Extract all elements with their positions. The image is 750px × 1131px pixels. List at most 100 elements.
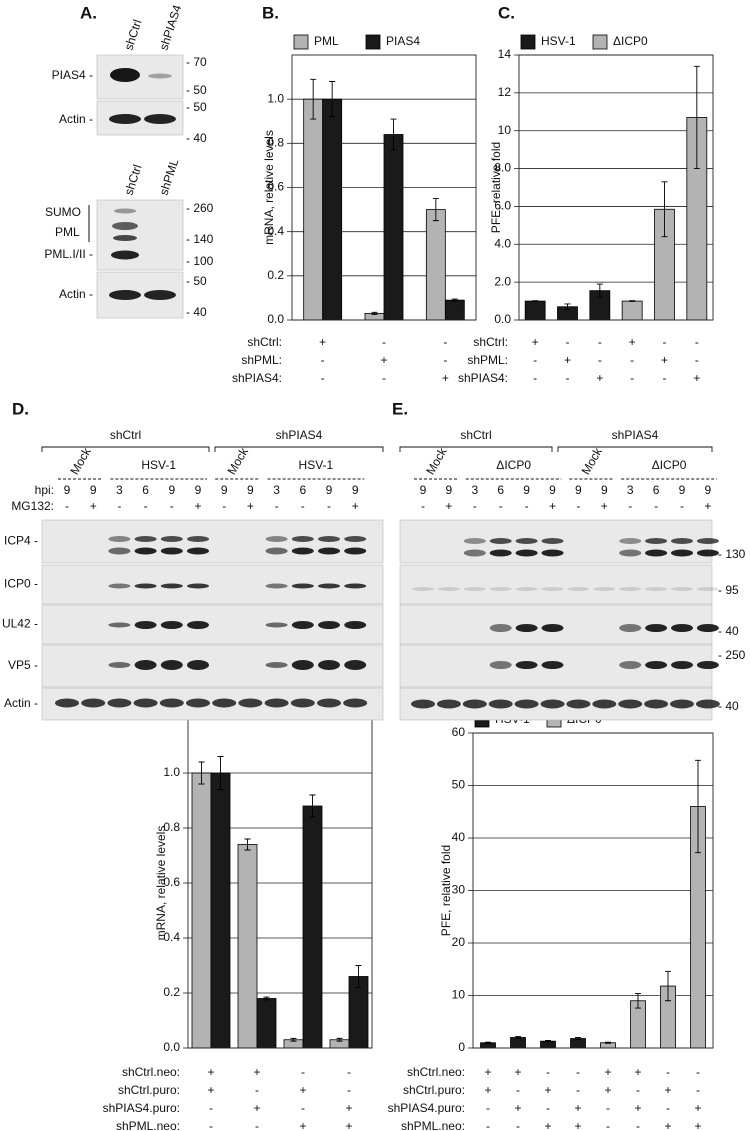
panel-label: E. [392, 399, 408, 418]
panel-label: A. [80, 3, 97, 22]
mg132-sign: + [549, 499, 556, 513]
y-tick-label: 0.0 [494, 312, 511, 326]
hpi-value: 9 [90, 483, 97, 497]
size-marker: - 50 [186, 83, 207, 97]
condition-sign: + [345, 1119, 352, 1131]
blot-band [644, 699, 669, 709]
size-marker: - 250 [718, 648, 746, 662]
error-bar [371, 311, 378, 315]
group-label: shCtrl [460, 428, 491, 442]
mg132-sign: + [90, 499, 97, 513]
condition-sign: - [636, 1083, 640, 1097]
size-marker: - 140 [186, 232, 214, 246]
condition-sign: - [255, 1083, 259, 1097]
bar [621, 300, 643, 321]
blot-band [645, 538, 668, 544]
condition-sign: + [380, 353, 387, 367]
blot-band [133, 698, 158, 708]
blot-band [671, 661, 693, 669]
y-tick-label: 40 [452, 830, 466, 844]
hpi-value: 3 [116, 483, 123, 497]
size-marker: - 260 [186, 201, 214, 215]
blot-band [318, 547, 340, 555]
condition-sign: - [209, 1119, 213, 1131]
condition-sign: + [664, 1083, 671, 1097]
blot-band [671, 587, 693, 591]
blot-band [108, 547, 131, 555]
y-tick-label: 0 [458, 1040, 465, 1054]
blot-band [187, 547, 209, 555]
error-bar [545, 1039, 551, 1043]
blot-band [696, 538, 719, 544]
y-tick-label: 20 [452, 935, 466, 949]
condition-sign: + [319, 335, 326, 349]
condition-sign: - [486, 1101, 490, 1115]
legend-label: ΔICP0 [613, 34, 648, 48]
y-tick-label: 0.6 [163, 875, 180, 889]
condition-sign: - [321, 371, 325, 385]
condition-sign: - [566, 371, 570, 385]
legend-swatch [592, 34, 608, 50]
error-bar [629, 300, 636, 302]
blot-band [463, 538, 486, 544]
mg132-sign: - [327, 499, 331, 513]
error-bar [605, 1041, 611, 1044]
condition-sign: - [606, 1119, 610, 1131]
size-marker: - 50 [186, 274, 207, 288]
size-marker: - 100 [186, 254, 214, 268]
blot-band [619, 661, 642, 669]
blot-band [109, 114, 141, 124]
group-label: shCtrl [110, 428, 141, 442]
condition-sign: + [664, 1119, 671, 1131]
row-label: SUMO [45, 205, 81, 219]
blot-band [81, 698, 106, 708]
subgroup-label: ΔICP0 [496, 458, 531, 472]
blot-band [344, 536, 367, 542]
y-tick-label: 1.0 [163, 765, 180, 779]
condition-label: shPIAS4: [458, 371, 508, 385]
y-tick-label: 0.0 [267, 312, 284, 326]
blot-band [187, 621, 209, 629]
blot-band [264, 698, 289, 708]
row-label: Actin - [59, 112, 93, 126]
blot-band [291, 583, 314, 589]
condition-label: shPML: [467, 353, 508, 367]
size-marker: - 70 [186, 55, 207, 69]
blot-band [619, 549, 642, 557]
hpi-value: 3 [273, 483, 280, 497]
blot-band [541, 587, 564, 591]
condition-sign: - [209, 1101, 213, 1115]
blot-band [265, 622, 288, 628]
condition-label: shPML.neo: [116, 1119, 180, 1131]
blot-band [541, 661, 564, 669]
condition-label: shPML: [241, 353, 282, 367]
condition-sign: - [382, 371, 386, 385]
hpi-value: 9 [195, 483, 202, 497]
legend-swatch [365, 34, 381, 50]
condition-label: shPIAS4.puro: [388, 1101, 465, 1115]
blot-band [488, 699, 513, 709]
blot-band [670, 699, 694, 709]
mg132-sign: - [170, 499, 174, 513]
y-tick-label: 10 [498, 123, 512, 137]
condition-sign: - [630, 371, 634, 385]
condition-sign: - [663, 371, 667, 385]
y-tick-label: 0.8 [267, 136, 284, 150]
condition-sign: + [253, 1101, 260, 1115]
condition-sign: + [544, 1119, 551, 1131]
blot-band [291, 547, 314, 555]
condition-sign: + [574, 1119, 581, 1131]
condition-sign: - [301, 1101, 305, 1115]
blot-band [212, 698, 237, 708]
blot-band [111, 250, 139, 260]
hpi-value: 9 [549, 483, 556, 497]
panel-label: D. [12, 399, 29, 418]
blot-band [671, 549, 693, 557]
condition-sign: + [596, 371, 603, 385]
blot-band [108, 662, 131, 668]
condition-sign: - [696, 1065, 700, 1079]
blot-band [645, 587, 668, 591]
error-bar [310, 78, 317, 120]
plot-frame [472, 732, 714, 1049]
